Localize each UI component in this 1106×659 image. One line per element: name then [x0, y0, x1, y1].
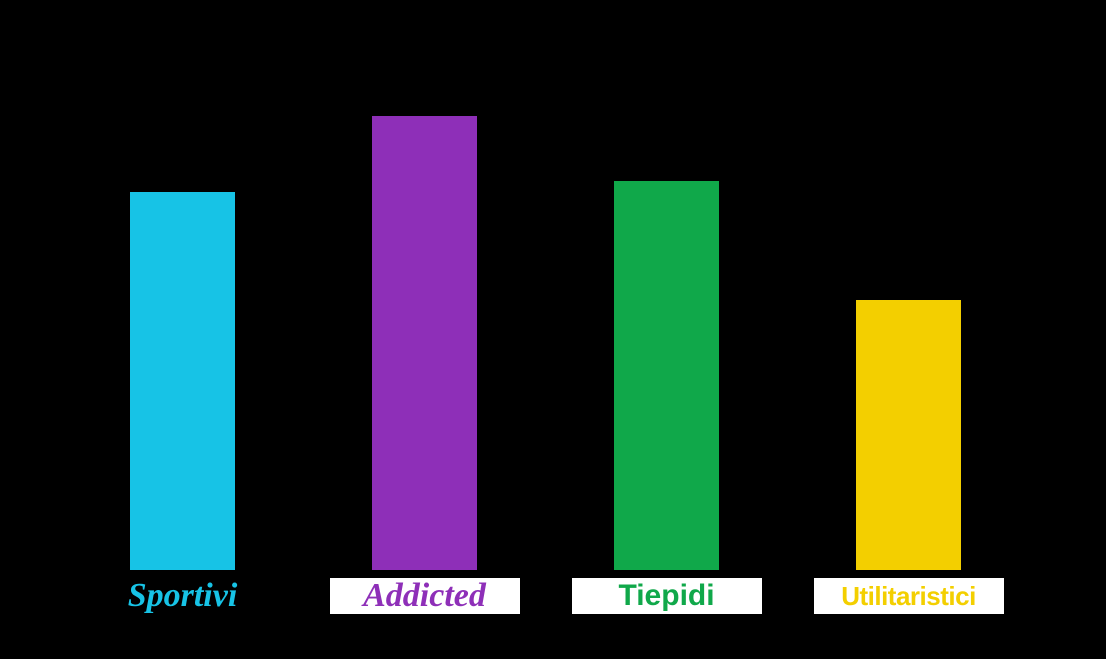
bar-addicted: [372, 116, 477, 570]
label-addicted: Addicted: [330, 578, 520, 614]
bar-chart: Sportivi Addicted Tiepidi Utilitaristici: [0, 0, 1106, 659]
bar-tiepidi: [614, 181, 719, 570]
bar-utilitaristici: [856, 300, 961, 570]
label-tiepidi: Tiepidi: [572, 578, 762, 614]
label-sportivi: Sportivi: [88, 578, 278, 614]
label-utilitaristici: Utilitaristici: [814, 578, 1004, 614]
plot-area: [90, 30, 1060, 570]
bar-sportivi: [130, 192, 235, 570]
x-axis-labels: Sportivi Addicted Tiepidi Utilitaristici: [90, 578, 1060, 628]
